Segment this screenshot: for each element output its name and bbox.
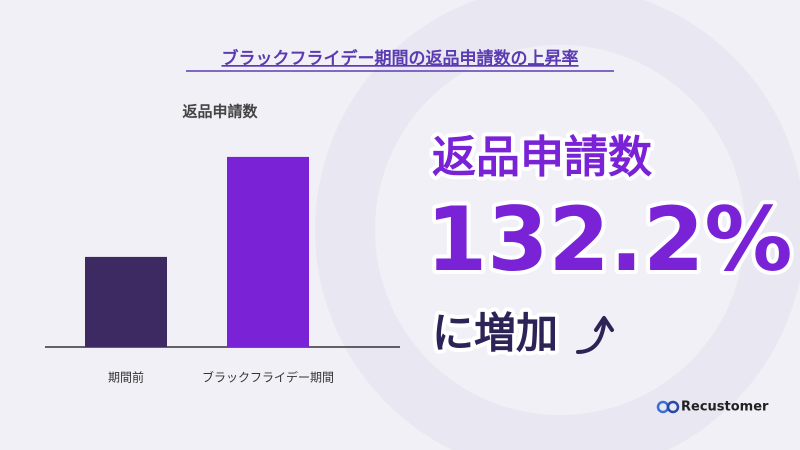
x-tick-label: ブラックフライデー期間 <box>202 370 334 385</box>
logo-text: Recustomer <box>681 400 769 415</box>
callout-label: 返品申請数 <box>432 132 652 183</box>
chart-label: 返品申請数 <box>182 103 258 121</box>
bar <box>227 156 309 347</box>
decor-ring <box>315 0 800 450</box>
callout-suffix: に増加 <box>432 309 558 358</box>
x-tick-label: 期間前 <box>108 370 144 385</box>
bar <box>85 256 167 347</box>
logo-icon <box>656 400 680 414</box>
chart-title: ブラックフライデー期間の返品申請数の上昇率 <box>222 48 579 69</box>
up-arrow-head <box>594 316 614 332</box>
callout-value: 132.2% <box>426 188 793 291</box>
up-arrow <box>576 322 606 354</box>
